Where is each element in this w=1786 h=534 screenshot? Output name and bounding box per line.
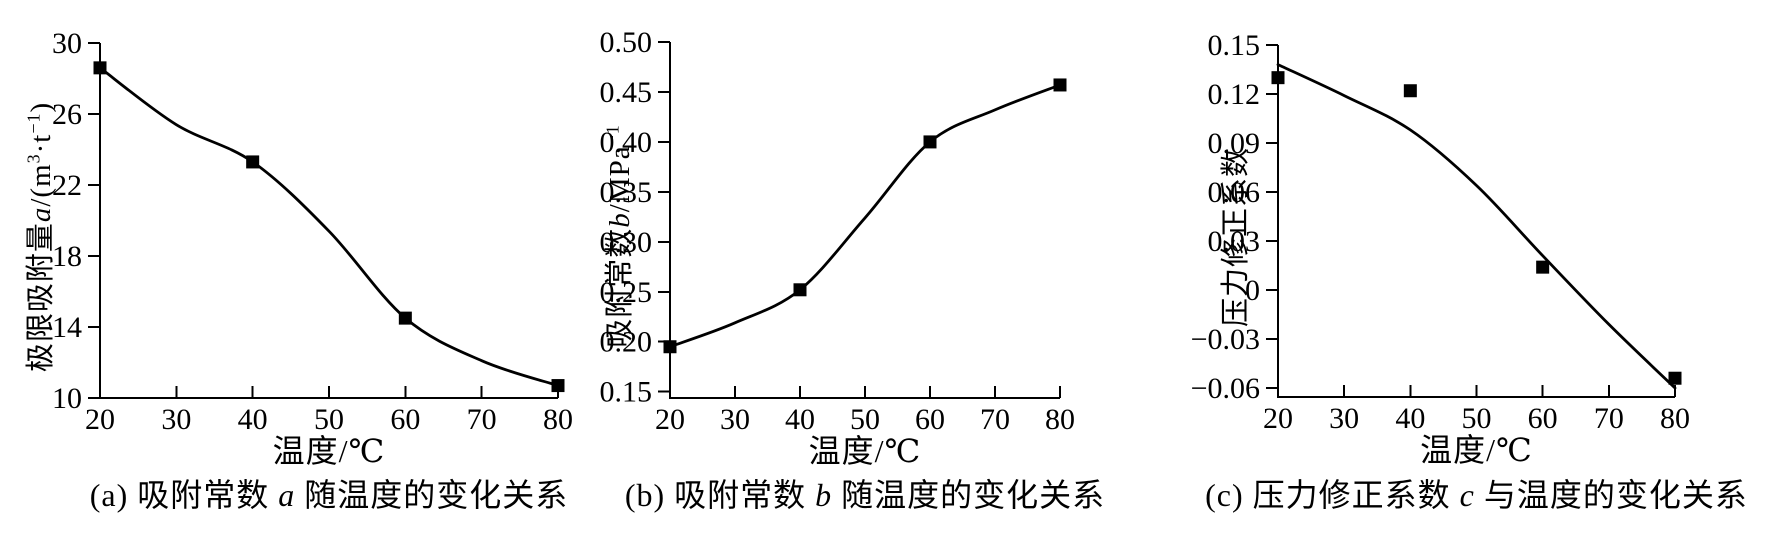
fit-curve xyxy=(98,66,560,387)
data-point-marker xyxy=(1536,260,1550,274)
data-point-marker xyxy=(246,155,260,169)
data-point-marker xyxy=(793,283,807,297)
label-text: ·t xyxy=(25,133,57,153)
label-text: 随温度的变化关系 xyxy=(832,477,1106,513)
x-tick-label: 60 xyxy=(1528,402,1558,435)
superscript-text: −1 xyxy=(23,112,44,134)
caption-a: (a) 吸附常数 a 随温度的变化关系 xyxy=(90,470,569,516)
data-point-marker xyxy=(93,61,107,75)
x-tick-label: 40 xyxy=(785,403,815,436)
plot-area-c: −0.06 −0.03 0 0.03 0.06 0.09 0.12 0.15 20 30 40 50 6… xyxy=(1191,29,1690,468)
y-tick-label: 22 xyxy=(52,169,82,202)
y-tick-label: 0.06 xyxy=(1208,176,1261,209)
label-text: /MPa xyxy=(604,145,636,213)
data-point-marker xyxy=(1668,371,1682,385)
y-tick-label: 14 xyxy=(52,311,82,344)
y-tick-label: 0.15 xyxy=(600,376,653,409)
y-axis-title-b: 吸附常数b/MPa−1 xyxy=(596,124,638,347)
chart-b: 0.15 0.20 0.25 0.30 0.35 0.40 0.45 0.50 20 30 40 50… xyxy=(596,0,1190,534)
plot-area-b: 0.15 0.20 0.25 0.30 0.35 0.40 0.45 0.50 20 30 40 50… xyxy=(600,26,1076,469)
chart-c: −0.06 −0.03 0 0.03 0.06 0.09 0.12 0.15 20 30 40 50 6… xyxy=(1190,0,1786,534)
y-axis-title-c: 压力修正系数 xyxy=(1212,147,1254,327)
variable-letter: a xyxy=(278,477,296,513)
y-tick-label: 30 xyxy=(52,27,82,60)
data-point-marker xyxy=(663,340,677,354)
label-text: 与温度的变化关系 xyxy=(1474,477,1748,513)
x-tick-label: 70 xyxy=(1594,402,1624,435)
label-text: 压力修正系数 xyxy=(1220,146,1252,328)
label-text: (b) 吸附常数 xyxy=(624,477,816,513)
y-tick-label: 0.50 xyxy=(600,26,653,59)
axis-spines xyxy=(1277,45,1675,398)
data-point-marker xyxy=(551,379,565,393)
x-tick-label: 80 xyxy=(1045,403,1075,436)
x-tick-label: 50 xyxy=(314,403,344,436)
y-tick-label: −0.06 xyxy=(1191,372,1260,405)
chart-a: 10 14 18 22 26 30 20 30 40 50 60 70 80 温度/℃ 极限吸附量a/(m… xyxy=(0,0,596,534)
fit-curve xyxy=(1276,63,1677,390)
label-text: (c) 压力修正系数 xyxy=(1205,477,1460,513)
data-point-marker xyxy=(398,311,412,325)
x-tick-label: 60 xyxy=(915,403,945,436)
y-tick-label: 0.30 xyxy=(600,226,653,259)
x-tick-label: 50 xyxy=(850,403,880,436)
y-tick-label: 0 xyxy=(1245,274,1260,307)
y-tick-label: 0.20 xyxy=(600,326,653,359)
data-point-marker xyxy=(1053,78,1067,92)
x-tick-label: 70 xyxy=(467,403,497,436)
x-tick-label: 80 xyxy=(543,403,573,436)
x-tick-label: 30 xyxy=(720,403,750,436)
x-axis-title: 温度/℃ xyxy=(809,433,922,469)
label-text: 吸附常数 xyxy=(604,227,636,348)
y-tick-label: 0.15 xyxy=(1208,29,1261,62)
x-tick-label: 40 xyxy=(238,403,268,436)
label-text: /(m xyxy=(25,162,57,207)
y-tick-label: 26 xyxy=(52,98,82,131)
y-tick-label: 0.03 xyxy=(1208,225,1261,258)
x-tick-label: 30 xyxy=(1329,402,1359,435)
x-tick-label: 40 xyxy=(1395,402,1425,435)
x-axis-title: 温度/℃ xyxy=(1420,432,1533,468)
label-text: 随温度的变化关系 xyxy=(295,477,569,513)
variable-letter: b xyxy=(815,477,833,513)
caption-b: (b) 吸附常数 b 随温度的变化关系 xyxy=(625,470,1105,516)
y-tick-label: 0.40 xyxy=(600,126,653,159)
y-tick-label: 0.45 xyxy=(600,76,653,109)
variable-letter: a xyxy=(25,206,57,222)
label-text: ) xyxy=(25,101,57,113)
x-tick-label: 60 xyxy=(390,403,420,436)
data-point-marker xyxy=(1403,84,1417,98)
y-tick-label: 18 xyxy=(52,240,82,273)
data-point-marker xyxy=(1271,71,1285,85)
data-point-marker xyxy=(923,135,937,149)
label-text: (a) 吸附常数 xyxy=(89,477,279,513)
x-tick-label: 20 xyxy=(1263,402,1293,435)
variable-letter: b xyxy=(604,212,636,228)
y-tick-label: 0.09 xyxy=(1208,127,1261,160)
y-axis-title-a: 极限吸附量a/(m3·t−1) xyxy=(17,101,59,371)
x-axis-title: 温度/℃ xyxy=(273,433,386,469)
x-tick-label: 50 xyxy=(1462,402,1492,435)
x-tick-label: 70 xyxy=(980,403,1010,436)
y-tick-label: 0.35 xyxy=(600,176,653,209)
superscript-text: 3 xyxy=(23,152,44,163)
y-tick-label: −0.03 xyxy=(1191,323,1260,356)
y-tick-label: 0.12 xyxy=(1208,78,1261,111)
y-tick-label: 10 xyxy=(52,382,82,415)
x-tick-label: 80 xyxy=(1660,402,1690,435)
fit-curve xyxy=(668,83,1062,349)
axis-spines xyxy=(99,43,558,399)
label-text: 极限吸附量 xyxy=(25,221,57,372)
x-tick-label: 20 xyxy=(85,403,115,436)
x-tick-label: 20 xyxy=(655,403,685,436)
y-tick-label: 0.25 xyxy=(600,276,653,309)
superscript-text: −1 xyxy=(602,124,623,146)
plot-area-a: 10 14 18 22 26 30 20 30 40 50 60 70 80 温度/℃ xyxy=(52,27,573,469)
x-tick-label: 30 xyxy=(161,403,191,436)
variable-letter: c xyxy=(1459,477,1475,513)
caption-c: (c) 压力修正系数 c 与温度的变化关系 xyxy=(1205,470,1748,516)
